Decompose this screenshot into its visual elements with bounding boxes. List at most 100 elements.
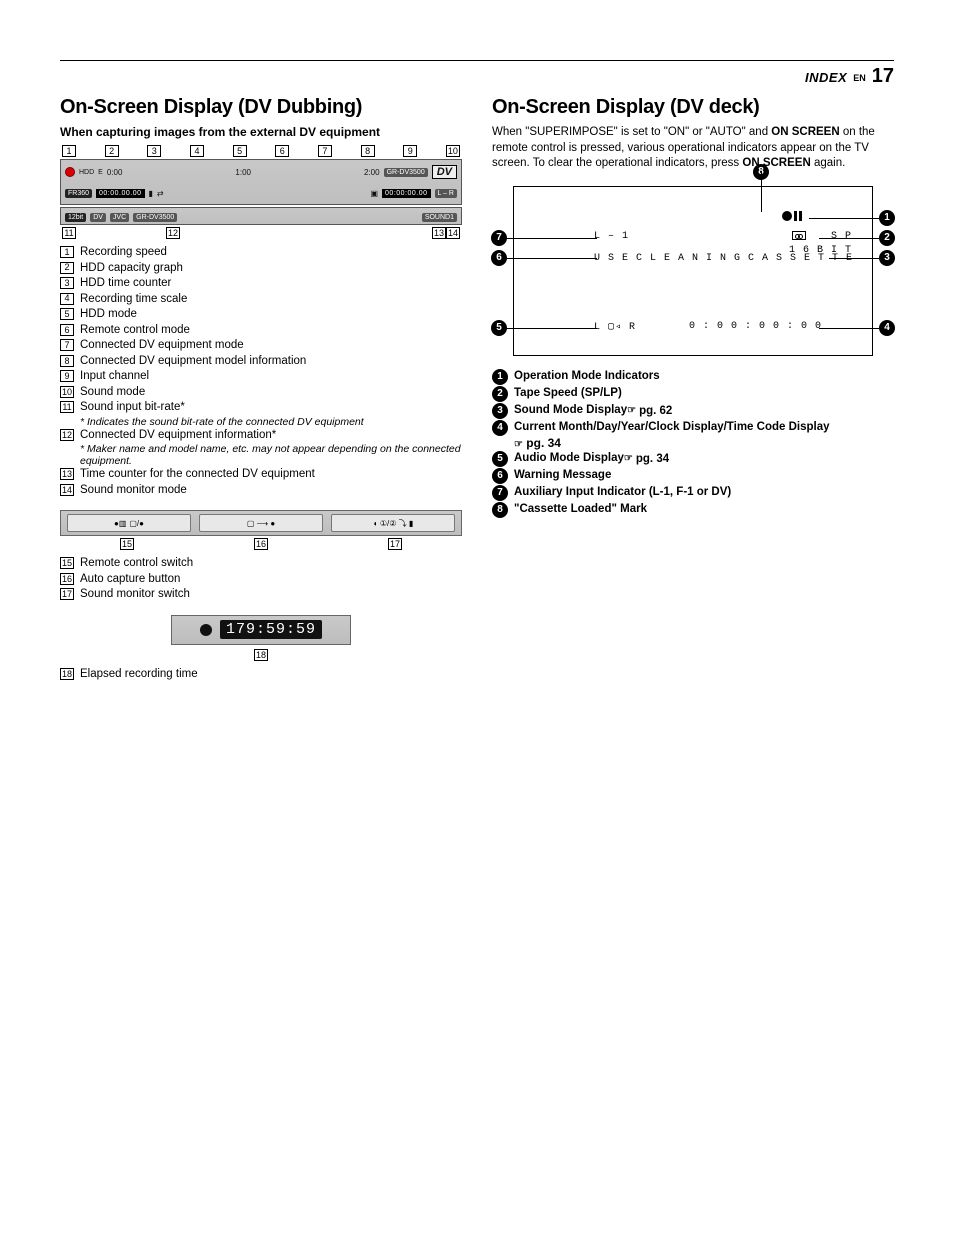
circ-row: 8"Cassette Loaded" Mark bbox=[492, 501, 894, 518]
legend-row: 9Input channel bbox=[60, 369, 462, 385]
circ-row: 6Warning Message bbox=[492, 467, 894, 484]
legend-text: Sound monitor mode bbox=[80, 483, 187, 499]
tv-callout-7: 7 bbox=[491, 230, 507, 246]
callout-17: 17 bbox=[388, 538, 402, 550]
legend-num: 5 bbox=[60, 308, 74, 320]
callout-2: 2 bbox=[105, 145, 119, 157]
header-rule bbox=[60, 60, 894, 61]
legend-text: Recording speed bbox=[80, 245, 167, 261]
legend-row: 5HDD mode bbox=[60, 307, 462, 323]
legend-num: 14 bbox=[60, 484, 74, 496]
remote-icon: ●▥ bbox=[114, 519, 126, 528]
legend-list-2: 15Remote control switch16Auto capture bu… bbox=[60, 556, 462, 603]
callout-14: 14 bbox=[446, 227, 460, 239]
left-column: On-Screen Display (DV Dubbing) When capt… bbox=[60, 96, 462, 682]
legend-row: 7 Connected DV equipment mode bbox=[60, 338, 462, 354]
legend-num: 9 bbox=[60, 370, 74, 382]
scale-1: 1:00 bbox=[235, 168, 251, 177]
callout-16: 16 bbox=[254, 538, 268, 550]
legend-text: Sound monitor switch bbox=[80, 587, 190, 603]
intro-b1: ON SCREEN bbox=[771, 126, 839, 138]
op-mode-icons bbox=[782, 211, 802, 221]
legend-row: 2 HDD capacity graph bbox=[60, 261, 462, 277]
legend-text: Time counter for the connected DV equipm… bbox=[80, 467, 315, 483]
callout-11: 11 bbox=[62, 227, 76, 239]
circ-num: 2 bbox=[492, 386, 508, 402]
circ-text: Current Month/Day/Year/Clock Display/Tim… bbox=[514, 419, 830, 435]
pause-icon bbox=[794, 211, 802, 221]
circled-legend: 1Operation Mode Indicators2 Tape Speed (S… bbox=[492, 368, 894, 518]
legend-num: 4 bbox=[60, 293, 74, 305]
callout-13: 13 bbox=[432, 227, 446, 239]
dv-bar-group: 1 2 3 4 5 6 7 8 9 10 HDD E 0:00 1:00 bbox=[60, 145, 462, 239]
right-column: On-Screen Display (DV deck) When "SUPERI… bbox=[492, 96, 894, 682]
circ-num: 7 bbox=[492, 485, 508, 501]
callout-18: 18 bbox=[254, 649, 268, 661]
legend-num: 13 bbox=[60, 468, 74, 480]
legend-row: 16 Auto capture button bbox=[60, 572, 462, 588]
legend-text: Auto capture button bbox=[80, 572, 180, 588]
callout-12: 12 bbox=[166, 227, 180, 239]
warning-msg: U S E C L E A N I N G C A S S E T T E bbox=[594, 253, 853, 264]
rc-icon: ▮ bbox=[149, 189, 153, 198]
tv-callout-1: 1 bbox=[879, 210, 895, 226]
lang-label: EN bbox=[853, 73, 866, 83]
legend-text: Connected DV equipment information* bbox=[80, 428, 276, 444]
legend-row: 12Connected DV equipment information* bbox=[60, 428, 462, 444]
legend-note: * Maker name and model name, etc. may no… bbox=[80, 443, 462, 467]
legend-row: 14 Sound monitor mode bbox=[60, 483, 462, 499]
circ-row: 1Operation Mode Indicators bbox=[492, 368, 894, 385]
circ-text: Auxiliary Input Indicator (L-1, F-1 or D… bbox=[514, 484, 731, 500]
model2-chip: GR-DV3500 bbox=[133, 213, 177, 222]
callout-1: 1 bbox=[62, 145, 76, 157]
legend-num: 15 bbox=[60, 557, 74, 569]
sound-icon: ◖ ①/② ⤵ ▮ bbox=[373, 518, 413, 529]
timer-strip: 179:59:59 bbox=[171, 615, 351, 645]
legend-text: Connected DV equipment mode bbox=[80, 338, 244, 354]
callout-10: 10 bbox=[446, 145, 460, 157]
maker-chip: JVC bbox=[110, 213, 129, 222]
cassette-icon bbox=[792, 231, 806, 240]
legend-num: 10 bbox=[60, 386, 74, 398]
circ-row: 7 Auxiliary Input Indicator (L-1, F-1 or … bbox=[492, 484, 894, 501]
index-label: INDEX bbox=[805, 70, 847, 85]
top-callouts: 1 2 3 4 5 6 7 8 9 10 bbox=[60, 145, 462, 157]
dv-icon: ▢ ⟶ ● bbox=[247, 519, 275, 528]
legend-row: 8Connected DV equipment model informatio… bbox=[60, 354, 462, 370]
btnbar-callouts: 15 16 17 bbox=[60, 538, 462, 550]
legend-num: 6 bbox=[60, 324, 74, 336]
rec-circle-icon bbox=[782, 211, 792, 221]
page-ref: ☞ pg. 62 bbox=[627, 403, 672, 419]
legend-num: 2 bbox=[60, 262, 74, 274]
time-code: 0 : 0 0 : 0 0 : 0 0 bbox=[689, 321, 822, 332]
callout-6: 6 bbox=[275, 145, 289, 157]
circ-num: 3 bbox=[492, 403, 508, 419]
legend-text: Remote control mode bbox=[80, 323, 190, 339]
legend-num: 1 bbox=[60, 246, 74, 258]
legend-text: Sound input bit-rate* bbox=[80, 400, 185, 416]
dv-status-bar-2: 12bit DV JVC GR-DV3500 SOUND1 bbox=[60, 207, 462, 225]
circ-num: 1 bbox=[492, 369, 508, 385]
legend-note: * Indicates the sound bit-rate of the co… bbox=[80, 416, 462, 428]
timer-callout: 18 bbox=[60, 647, 462, 661]
circ-row: 2 Tape Speed (SP/LP) bbox=[492, 385, 894, 402]
callout-18b: 18 bbox=[60, 668, 74, 680]
auto-capture-btn: ▢ ⟶ ● bbox=[199, 514, 323, 532]
tv-callout-5: 5 bbox=[491, 320, 507, 336]
legend-row: 6 Remote control mode bbox=[60, 323, 462, 339]
timecode-left: 00:00.00.00 bbox=[96, 189, 144, 198]
circ-text: Audio Mode Display ☞ pg. 34 bbox=[514, 450, 669, 467]
legend-18-text: Elapsed recording time bbox=[80, 667, 198, 683]
legend-row: 17Sound monitor switch bbox=[60, 587, 462, 603]
callout-7: 7 bbox=[318, 145, 332, 157]
legend-num: 7 bbox=[60, 339, 74, 351]
circ-text: Tape Speed (SP/LP) bbox=[514, 385, 622, 401]
sound-chip: SOUND1 bbox=[422, 213, 457, 222]
tv-callout-6: 6 bbox=[491, 250, 507, 266]
legend-num: 16 bbox=[60, 573, 74, 585]
legend-row: 1 Recording speed bbox=[60, 245, 462, 261]
circ-text: Sound Mode Display ☞ pg. 62 bbox=[514, 402, 672, 419]
intro-pre: When "SUPERIMPOSE" is set to "ON" or "AU… bbox=[492, 126, 771, 138]
tv-screen: S P 1 6 B I T L – 1 U S E C L E A N I N … bbox=[513, 186, 873, 356]
legend-text: HDD capacity graph bbox=[80, 261, 183, 277]
